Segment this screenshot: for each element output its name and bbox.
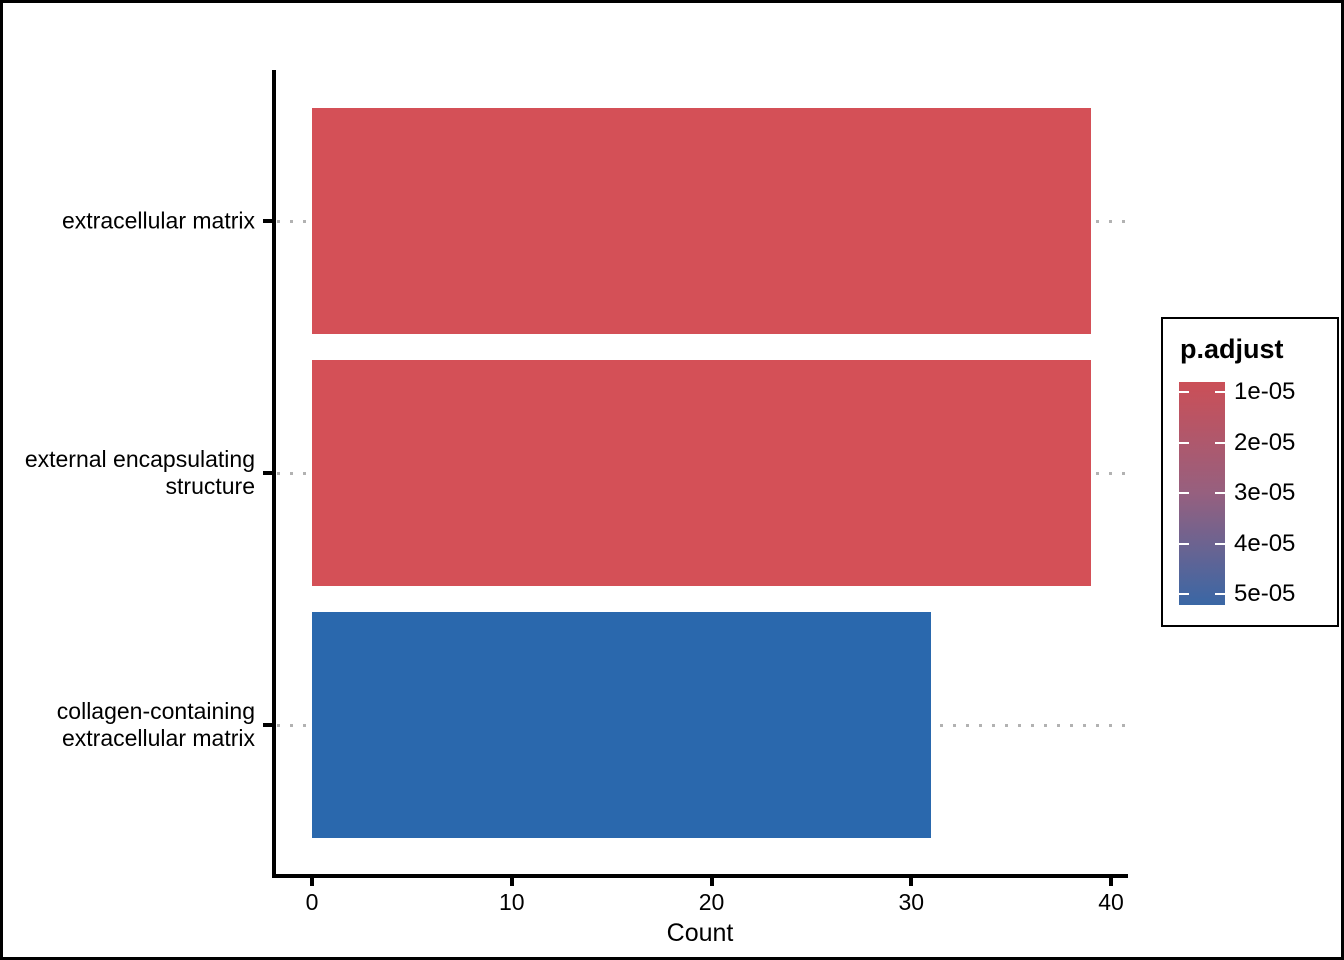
y-axis-line xyxy=(272,70,276,878)
x-tick-4 xyxy=(1109,878,1113,886)
legend-tick-left-4 xyxy=(1179,593,1189,595)
legend-tick-label-1: 2e-05 xyxy=(1234,428,1296,456)
x-tick-label-1: 10 xyxy=(498,889,525,915)
x-tick-label-4: 40 xyxy=(1098,889,1124,915)
bar-1 xyxy=(312,360,1092,586)
x-tick-label-0: 0 xyxy=(305,889,319,915)
legend-box: p.adjust 1e-05 2e-05 3e-05 4e-05 5e-05 xyxy=(1161,317,1339,627)
legend-tick-right-2 xyxy=(1215,492,1225,494)
bar-2 xyxy=(312,612,932,838)
legend-tick-right-4 xyxy=(1215,593,1225,595)
x-tick-2 xyxy=(709,878,714,886)
legend-tick-label-2: 3e-05 xyxy=(1234,479,1296,506)
legend-tick-label-3: 4e-05 xyxy=(1234,529,1296,557)
x-tick-1 xyxy=(509,878,514,886)
y-tick-2 xyxy=(263,723,272,727)
legend-tick-left-2 xyxy=(1179,492,1189,494)
x-tick-label-3: 30 xyxy=(898,889,925,915)
legend-tick-right-0 xyxy=(1215,391,1225,393)
y-category-label-1: external encapsulating structure xyxy=(24,446,255,499)
x-axis-line xyxy=(272,874,1128,878)
legend-tick-left-3 xyxy=(1179,542,1189,545)
legend-tick-label-4: 5e-05 xyxy=(1234,580,1296,607)
legend-title: p.adjust xyxy=(1180,334,1284,364)
legend-tick-right-3 xyxy=(1215,542,1225,545)
legend-tick-left-1 xyxy=(1179,441,1189,444)
x-tick-3 xyxy=(909,878,914,886)
legend-tick-label-0: 1e-05 xyxy=(1234,378,1296,405)
bar-0 xyxy=(312,108,1092,334)
x-tick-0 xyxy=(310,878,314,886)
y-category-label-0: extracellular matrix xyxy=(62,207,255,234)
x-axis-title: Count xyxy=(666,919,734,947)
y-tick-1 xyxy=(263,471,272,475)
legend-tick-right-1 xyxy=(1215,441,1225,444)
x-tick-label-2: 20 xyxy=(698,889,725,915)
y-category-label-2: collagen-containing extracellular matrix xyxy=(56,698,255,751)
y-tick-0 xyxy=(263,219,272,223)
legend-tick-left-0 xyxy=(1179,391,1189,393)
